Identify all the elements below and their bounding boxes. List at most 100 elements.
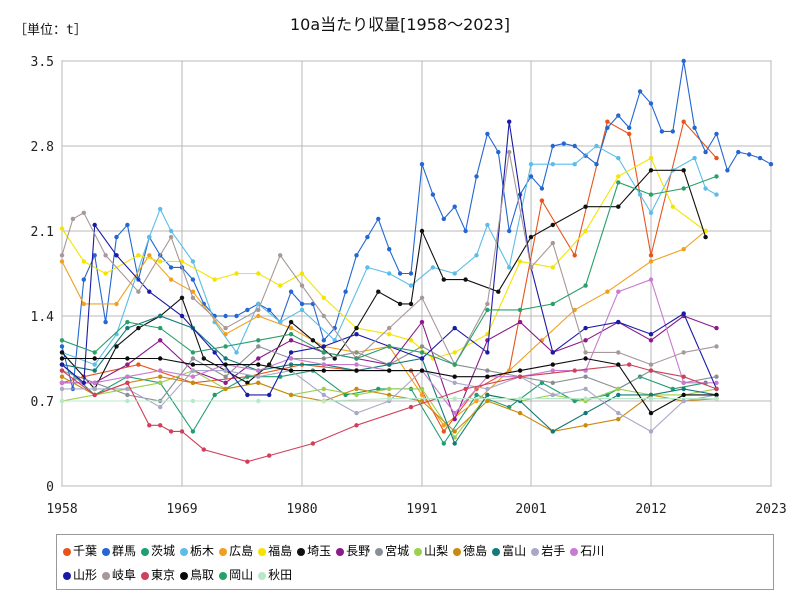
data-point	[59, 226, 65, 231]
data-point	[365, 265, 370, 270]
legend-label: 山形	[73, 568, 98, 582]
data-point	[299, 307, 305, 313]
data-point	[245, 459, 250, 464]
data-point	[81, 380, 87, 385]
legend-swatch	[219, 571, 228, 580]
data-point	[321, 356, 326, 361]
legend-row: 千葉 群馬 茨城 栃木 広島 福島 埼玉 長野 宮城 山梨 徳島 富山 岩手 石川	[63, 542, 609, 559]
data-point	[627, 131, 632, 137]
legend-label: 鳥取	[190, 568, 215, 582]
data-point	[321, 350, 326, 355]
legend-swatch	[531, 547, 540, 556]
data-point	[354, 356, 359, 361]
data-point	[288, 368, 294, 373]
legend-item: 徳島	[453, 542, 487, 559]
data-point	[528, 162, 534, 167]
data-point	[92, 392, 97, 398]
legend-swatch	[375, 547, 384, 556]
data-point	[59, 398, 65, 404]
data-point	[92, 368, 97, 373]
data-point	[354, 253, 359, 258]
data-point	[81, 259, 87, 264]
data-point	[92, 253, 97, 258]
data-point	[354, 410, 359, 416]
legend-swatch	[258, 547, 267, 556]
data-point	[670, 129, 675, 134]
data-point	[321, 386, 326, 392]
data-point	[354, 368, 359, 373]
data-point	[452, 271, 457, 276]
series-line	[61, 169, 707, 390]
data-point	[321, 398, 326, 404]
data-point	[387, 368, 392, 373]
data-point	[223, 386, 228, 392]
data-point	[550, 162, 555, 167]
data-point	[179, 295, 185, 300]
legend-row: 山形 岐阜 東京 鳥取 岡山 秋田	[63, 566, 297, 583]
data-point	[92, 350, 97, 355]
series-line	[61, 120, 717, 433]
data-point	[168, 277, 174, 282]
data-point	[190, 362, 196, 367]
data-point	[648, 410, 654, 416]
legend-swatch	[219, 547, 228, 556]
data-point	[714, 131, 719, 137]
data-point	[158, 206, 163, 212]
data-point	[387, 325, 392, 331]
data-point	[703, 234, 708, 240]
data-point	[387, 392, 392, 398]
data-point	[419, 344, 425, 349]
data-point	[441, 423, 446, 428]
data-point	[692, 125, 697, 130]
data-point	[452, 380, 457, 385]
data-point	[59, 350, 65, 355]
legend-label: 福島	[268, 544, 293, 558]
legend-item: 鳥取	[180, 566, 214, 583]
data-point	[408, 338, 414, 343]
data-point	[321, 344, 326, 349]
data-point	[387, 396, 392, 401]
data-point	[354, 386, 359, 392]
legend-swatch	[336, 547, 345, 556]
legend-item: 富山	[492, 542, 526, 559]
data-point	[725, 168, 730, 173]
legend-swatch	[180, 571, 189, 580]
series-鳥取	[59, 356, 719, 416]
data-point	[517, 374, 523, 379]
data-point	[256, 398, 261, 404]
data-point	[256, 271, 261, 276]
data-point	[321, 392, 326, 398]
data-point	[714, 386, 719, 392]
data-point	[616, 204, 621, 209]
data-point	[583, 325, 588, 331]
data-point	[114, 234, 119, 240]
axis-ticks: 0 0.7 1.4 2.1 2.8 3.5 1958 1969 1980 1991 2001 2012…	[31, 55, 787, 517]
data-point	[681, 186, 686, 191]
legend-item: 福島	[258, 542, 292, 559]
data-point	[681, 311, 686, 316]
legend-item: 埼玉	[297, 542, 331, 559]
data-point	[245, 374, 250, 379]
data-point	[616, 289, 621, 294]
legend-label: 岐阜	[112, 568, 137, 582]
data-point	[223, 313, 228, 319]
data-point	[387, 386, 392, 392]
data-point	[190, 259, 196, 264]
x-tick-label: 2012	[635, 502, 666, 517]
data-point	[637, 192, 643, 197]
data-point	[419, 356, 425, 361]
series-岡山	[59, 174, 719, 367]
data-point	[387, 332, 392, 337]
data-point	[583, 410, 588, 416]
data-point	[539, 186, 545, 191]
legend-label: 徳島	[463, 544, 488, 558]
legend-item: 群馬	[102, 542, 136, 559]
data-point	[605, 119, 610, 124]
data-point	[583, 338, 588, 343]
series-群馬	[59, 58, 774, 392]
legend-swatch	[297, 547, 306, 556]
data-point	[256, 313, 261, 319]
data-point	[616, 155, 621, 161]
legend-swatch	[63, 571, 71, 580]
legend-swatch	[453, 547, 462, 556]
